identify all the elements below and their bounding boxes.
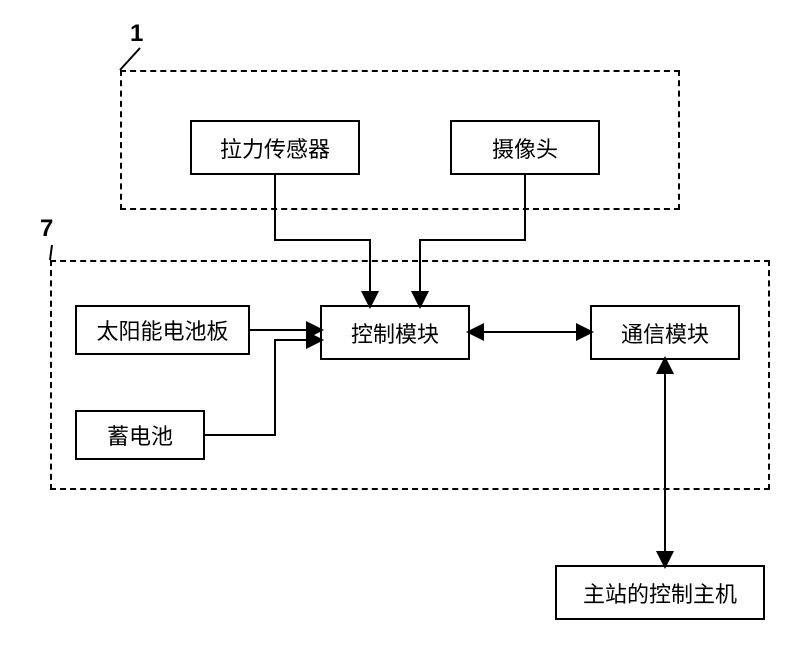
label-group-top: 1 <box>130 20 143 48</box>
node-control-module: 控制模块 <box>320 305 470 360</box>
node-comm-module: 通信模块 <box>590 305 740 360</box>
node-master-host: 主站的控制主机 <box>555 565 765 620</box>
node-battery: 蓄电池 <box>75 410 205 460</box>
node-solar-panel: 太阳能电池板 <box>75 305 250 355</box>
node-tension-sensor: 拉力传感器 <box>190 120 360 175</box>
label-group-main: 7 <box>40 215 53 243</box>
node-camera: 摄像头 <box>450 120 600 175</box>
